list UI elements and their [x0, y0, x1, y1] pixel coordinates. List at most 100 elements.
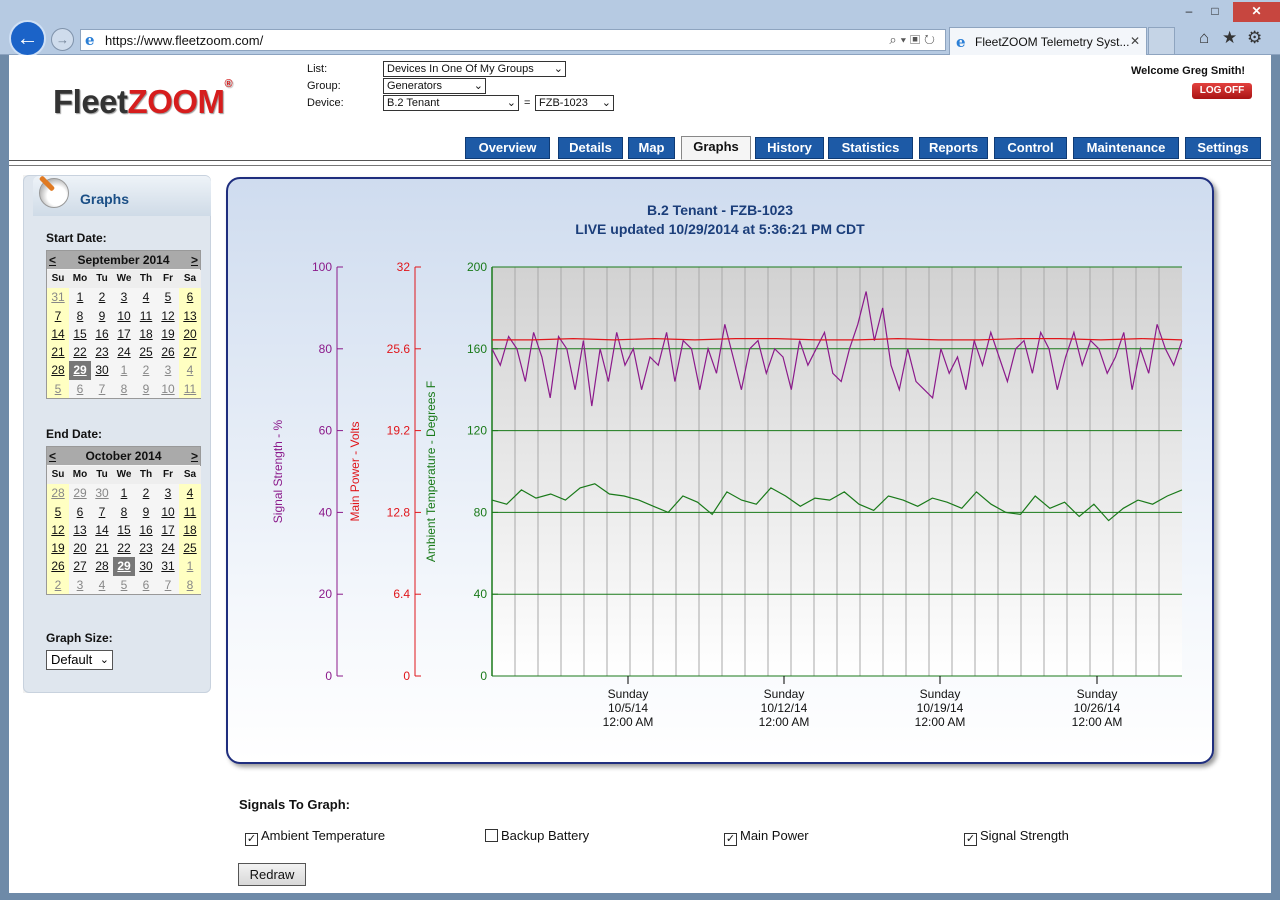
- calendar-day[interactable]: 22: [73, 345, 87, 360]
- calendar-day[interactable]: 2: [98, 290, 106, 305]
- calendar-day[interactable]: 15: [117, 522, 131, 537]
- logoff-button[interactable]: LOG OFF: [1192, 83, 1252, 99]
- calendar-day[interactable]: 10: [117, 308, 131, 323]
- calendar-day[interactable]: 28: [95, 559, 109, 574]
- calendar-day[interactable]: 30: [95, 486, 109, 501]
- signal-checkbox-item[interactable]: ✓ Main Power: [724, 828, 809, 846]
- calendar-day[interactable]: 27: [73, 559, 87, 574]
- calendar-day[interactable]: 28: [47, 484, 69, 503]
- calendar-day[interactable]: 12: [47, 520, 69, 540]
- signal-checkbox-item[interactable]: ✓ Ambient Temperature: [245, 828, 385, 846]
- favorites-icon[interactable]: ★: [1222, 28, 1238, 47]
- calendar-day[interactable]: 10: [161, 381, 175, 396]
- calendar-day[interactable]: 1: [120, 363, 128, 378]
- forward-button[interactable]: →: [51, 28, 74, 51]
- calendar-day[interactable]: 3: [164, 486, 172, 501]
- calendar-day[interactable]: 16: [139, 522, 153, 537]
- tab-map[interactable]: Map: [628, 137, 675, 159]
- calendar-day[interactable]: 4: [142, 290, 150, 305]
- calendar-day[interactable]: 29: [113, 557, 135, 576]
- signal-checkbox-item[interactable]: ✓ Signal Strength: [964, 828, 1069, 846]
- calendar-day[interactable]: 29: [69, 361, 91, 380]
- calendar-day[interactable]: 23: [95, 345, 109, 360]
- calendar-day[interactable]: 7: [47, 306, 69, 325]
- calendar-day[interactable]: 22: [117, 541, 131, 556]
- unchecked-checkbox-icon[interactable]: [485, 829, 498, 842]
- calendar-day[interactable]: 9: [98, 308, 106, 323]
- calendar-day[interactable]: 10: [161, 504, 175, 519]
- calendar-day[interactable]: 7: [164, 577, 172, 592]
- calendar-day[interactable]: 15: [73, 326, 87, 341]
- tab-control[interactable]: Control: [994, 137, 1067, 159]
- calendar-day[interactable]: 14: [95, 522, 109, 537]
- calendar-day[interactable]: 9: [142, 381, 150, 396]
- calendar-day[interactable]: 11: [179, 379, 201, 399]
- calendar-day[interactable]: 26: [161, 345, 175, 360]
- browser-tab[interactable]: e FleetZOOM Telemetry Syst... ✕: [949, 27, 1147, 55]
- calendar-day[interactable]: 4: [98, 577, 106, 592]
- calendar-day[interactable]: 30: [95, 363, 109, 378]
- tab-maintenance[interactable]: Maintenance: [1073, 137, 1179, 159]
- tab-graphs[interactable]: Graphs: [681, 136, 751, 160]
- calendar-day[interactable]: 25: [179, 539, 201, 558]
- calendar-day[interactable]: 8: [76, 308, 84, 323]
- fleetzoom-logo[interactable]: FleetZOOM®: [53, 78, 233, 121]
- calendar-day[interactable]: 23: [139, 541, 153, 556]
- address-url[interactable]: https://www.fleetzoom.com/: [105, 33, 264, 48]
- prev-month-link[interactable]: <: [49, 253, 57, 267]
- calendar-day[interactable]: 20: [73, 541, 87, 556]
- calendar-day[interactable]: 1: [76, 290, 84, 305]
- close-tab-icon[interactable]: ✕: [1129, 34, 1140, 48]
- calendar-day[interactable]: 18: [179, 520, 201, 540]
- calendar-day[interactable]: 20: [179, 324, 201, 344]
- calendar-day[interactable]: 26: [47, 557, 69, 576]
- calendar-day[interactable]: 19: [47, 539, 69, 558]
- signal-checkbox-item[interactable]: Backup Battery: [485, 828, 589, 843]
- address-bar[interactable]: e https://www.fleetzoom.com/ ⌕▾▣↻: [80, 29, 946, 51]
- calendar-day[interactable]: 3: [164, 363, 172, 378]
- calendar-day[interactable]: 6: [142, 577, 150, 592]
- redraw-button[interactable]: Redraw: [238, 863, 306, 886]
- calendar-day[interactable]: 17: [161, 522, 175, 537]
- calendar-day[interactable]: 11: [139, 308, 153, 323]
- calendar-day[interactable]: 6: [179, 288, 201, 307]
- calendar-day[interactable]: 24: [117, 345, 131, 360]
- calendar-day[interactable]: 27: [179, 343, 201, 362]
- calendar-day[interactable]: 31: [47, 288, 69, 307]
- calendar-day[interactable]: 13: [73, 522, 87, 537]
- settings-gear-icon[interactable]: ⚙: [1247, 28, 1263, 47]
- tab-statistics[interactable]: Statistics: [828, 137, 913, 159]
- calendar-day[interactable]: 1: [179, 557, 201, 576]
- calendar-day[interactable]: 21: [47, 343, 69, 362]
- device-select[interactable]: B.2 Tenant ⌄: [383, 95, 519, 111]
- calendar-day[interactable]: 24: [161, 541, 175, 556]
- group-select[interactable]: Generators ⌄: [383, 78, 486, 94]
- tab-overview[interactable]: Overview: [465, 137, 550, 159]
- calendar-day[interactable]: 29: [73, 486, 87, 501]
- calendar-day[interactable]: 6: [76, 504, 84, 519]
- home-icon[interactable]: ⌂: [1199, 28, 1210, 47]
- calendar-day[interactable]: 4: [179, 484, 201, 503]
- calendar-day[interactable]: 14: [47, 324, 69, 344]
- tab-reports[interactable]: Reports: [919, 137, 988, 159]
- calendar-day[interactable]: 2: [142, 363, 150, 378]
- calendar-day[interactable]: 7: [98, 504, 106, 519]
- calendar-day[interactable]: 5: [47, 502, 69, 521]
- checked-checkbox-icon[interactable]: ✓: [724, 833, 737, 846]
- calendar-day[interactable]: 1: [120, 486, 128, 501]
- calendar-day[interactable]: 30: [139, 559, 153, 574]
- calendar-day[interactable]: 4: [179, 361, 201, 380]
- calendar-day[interactable]: 5: [120, 577, 128, 592]
- calendar-day[interactable]: 8: [179, 575, 201, 595]
- list-select[interactable]: Devices In One Of My Groups ⌄: [383, 61, 566, 77]
- calendar-day[interactable]: 31: [161, 559, 175, 574]
- calendar-day[interactable]: 6: [76, 381, 84, 396]
- calendar-day[interactable]: 9: [142, 504, 150, 519]
- maximize-button[interactable]: □: [1211, 4, 1219, 18]
- calendar-day[interactable]: 8: [120, 381, 128, 396]
- minimize-button[interactable]: –: [1185, 4, 1193, 18]
- calendar-day[interactable]: 16: [95, 326, 109, 341]
- calendar-day[interactable]: 2: [47, 575, 69, 595]
- calendar-day[interactable]: 13: [179, 306, 201, 325]
- calendar-day[interactable]: 5: [164, 290, 172, 305]
